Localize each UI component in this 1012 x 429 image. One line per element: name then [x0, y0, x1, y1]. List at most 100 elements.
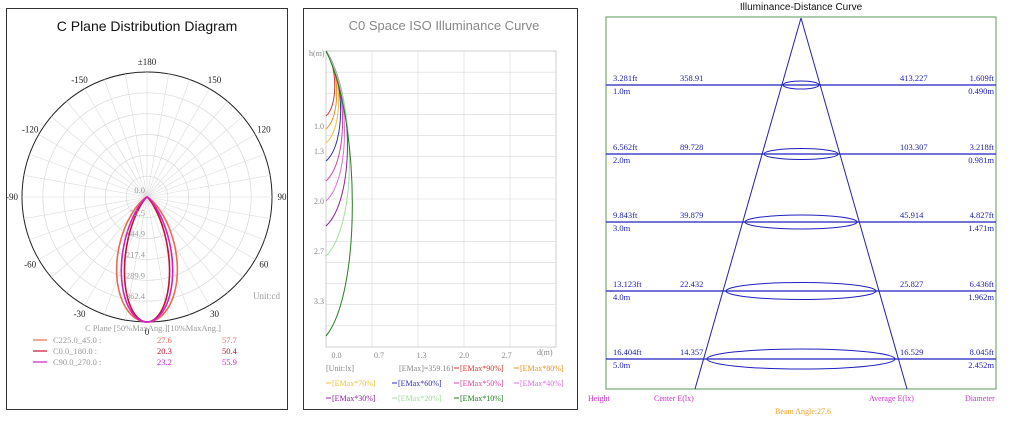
polar-spoke: [51, 196, 148, 278]
average-lux: 45.914: [900, 210, 924, 220]
height-ft: 3.281ft: [613, 73, 638, 83]
iso-curve: [325, 50, 350, 257]
cone-right-edge: [800, 17, 908, 390]
average-lux: 16.529: [900, 347, 923, 357]
polar-angle-label: -30: [74, 309, 86, 319]
center-lux: 89.728: [680, 142, 703, 152]
footer-average: Average E(lx): [869, 394, 914, 403]
iso-x-tick: 1.3: [417, 351, 427, 360]
polar-spoke: [66, 196, 148, 293]
polar-spoke: [66, 101, 148, 198]
iso-y-tick: 1.0: [314, 122, 324, 131]
row-50: 20.3: [157, 346, 172, 356]
center-lux: 22.432: [680, 279, 703, 289]
row-10: 55.9: [222, 357, 237, 367]
row-name: C0.0_180.0 :: [53, 346, 97, 356]
polar-radial-label: 289.9: [126, 270, 145, 280]
polar-angle-label: -90: [7, 192, 18, 202]
height-ft: 13.123ft: [613, 279, 642, 289]
polar-curve-C90.0_270.0: [120, 196, 174, 323]
polar-spoke: [146, 101, 228, 198]
polar-spoke: [146, 196, 271, 220]
row-name: C90.0_270.0 :: [53, 357, 101, 367]
polar-spoke: [23, 174, 148, 198]
iso-unit: [Unit:lx]: [326, 364, 354, 373]
polar-spoke: [23, 196, 148, 220]
footer-diameter: Diameter: [965, 394, 995, 403]
illuminance-distance-chart: Illuminance-Distance Curve 3.281ft 1.0m 35…: [588, 2, 997, 416]
polar-angle-label: 60: [259, 260, 269, 270]
row-10: 50.4: [222, 346, 238, 356]
diameter-m: 0.981m: [968, 155, 994, 165]
c-plane-chart: C Plane Distribution Diagram ±180 150 120 9…: [6, 18, 287, 367]
center-lux: 39.879: [680, 210, 703, 220]
polar-spoke: [51, 116, 148, 198]
row-50: 23.2: [157, 357, 172, 367]
unit-label: Unit:cd: [253, 291, 280, 301]
iso-legend-label: [EMax*40%]: [520, 379, 564, 388]
illuminance-distance-title: Illuminance-Distance Curve: [740, 2, 863, 13]
polar-spoke: [146, 153, 265, 198]
iso-y-axis-label: h(m): [309, 49, 325, 58]
iso-y-tick: 2.7: [314, 247, 324, 256]
beam-ellipse: [782, 80, 820, 90]
polar-spoke: [38, 134, 148, 198]
beam-ellipse: [763, 148, 839, 160]
illuminance-frame: [605, 16, 997, 390]
diameter-ft: 8.045ft: [970, 347, 995, 357]
iso-legend-label: [EMax*70%]: [332, 379, 376, 388]
average-lux: 25.827: [900, 279, 923, 289]
iso-y-tick: 2.0: [314, 197, 324, 206]
polar-spoke: [38, 196, 148, 260]
row-name: C225.0_45.0 :: [53, 335, 101, 345]
center-lux: 358.91: [680, 73, 703, 83]
polar-spoke: [146, 79, 191, 198]
beam-ellipse: [725, 282, 877, 300]
polar-angle-label: 30: [210, 309, 220, 319]
diameter-m: 1.962m: [968, 292, 994, 302]
polar-spoke: [29, 196, 148, 241]
iso-panel: C0 Space ISO Illuminance Curve h(m) d(m)…: [303, 8, 578, 410]
polar-radial-label: 144.9: [126, 229, 145, 239]
height-ft: 9.843ft: [613, 210, 638, 220]
iso-legend-label: [EMax*10%]: [460, 394, 504, 403]
height-m: 3.0m: [613, 223, 631, 233]
polar-radial-label: 362.4: [126, 291, 146, 301]
height-ft: 16.404ft: [613, 347, 642, 357]
polar-spoke: [84, 88, 148, 198]
iso-legend-label: [EMax*80%]: [520, 364, 564, 373]
average-lux: 413.227: [900, 73, 928, 83]
diameter-ft: 3.218ft: [970, 142, 995, 152]
polar-radial-label: 217.4: [126, 250, 146, 260]
iso-legend-label: [EMax*60%]: [398, 379, 442, 388]
polar-spoke: [103, 79, 148, 198]
row-10: 57.7: [222, 335, 237, 345]
iso-legend-label: [EMax*50%]: [460, 379, 504, 388]
table-header: C Plane [50%MaxAng.][10%MaxAng.]: [85, 323, 221, 333]
polar-spoke: [146, 196, 243, 278]
polar-spoke: [124, 73, 148, 198]
diameter-ft: 4.827ft: [970, 210, 995, 220]
polar-angle-label: 0: [145, 327, 150, 337]
height-m: 4.0m: [613, 292, 631, 302]
polar-spoke: [146, 196, 265, 241]
iso-x-tick: 0.0: [332, 351, 342, 360]
c-plane-panel: C Plane Distribution Diagram ±180 150 120 9…: [6, 8, 288, 410]
diameter-ft: 1.609ft: [970, 73, 995, 83]
diameter-m: 1.471m: [968, 223, 994, 233]
iso-x-tick: 2.7: [502, 351, 512, 360]
beam-angle: Beam Angle:27.6: [775, 407, 831, 416]
polar-spoke: [146, 196, 256, 260]
beam-ellipse: [706, 348, 896, 370]
iso-x-tick: 2.0: [459, 351, 469, 360]
iso-chart: C0 Space ISO Illuminance Curve h(m) d(m)…: [309, 18, 564, 403]
iso-curve: [325, 50, 353, 337]
illuminance-distance-panel: Illuminance-Distance Curve 3.281ft 1.0m 35…: [588, 0, 1006, 424]
iso-legend-label: [EMax*30%]: [332, 394, 376, 403]
iso-legend-label: [EMax*20%]: [398, 394, 442, 403]
iso-title: C0 Space ISO Illuminance Curve: [349, 18, 540, 33]
diameter-ft: 6.436ft: [970, 279, 995, 289]
c-plane-title: C Plane Distribution Diagram: [57, 18, 238, 34]
height-m: 1.0m: [613, 86, 631, 96]
polar-radial-label: 0.0: [134, 185, 145, 195]
